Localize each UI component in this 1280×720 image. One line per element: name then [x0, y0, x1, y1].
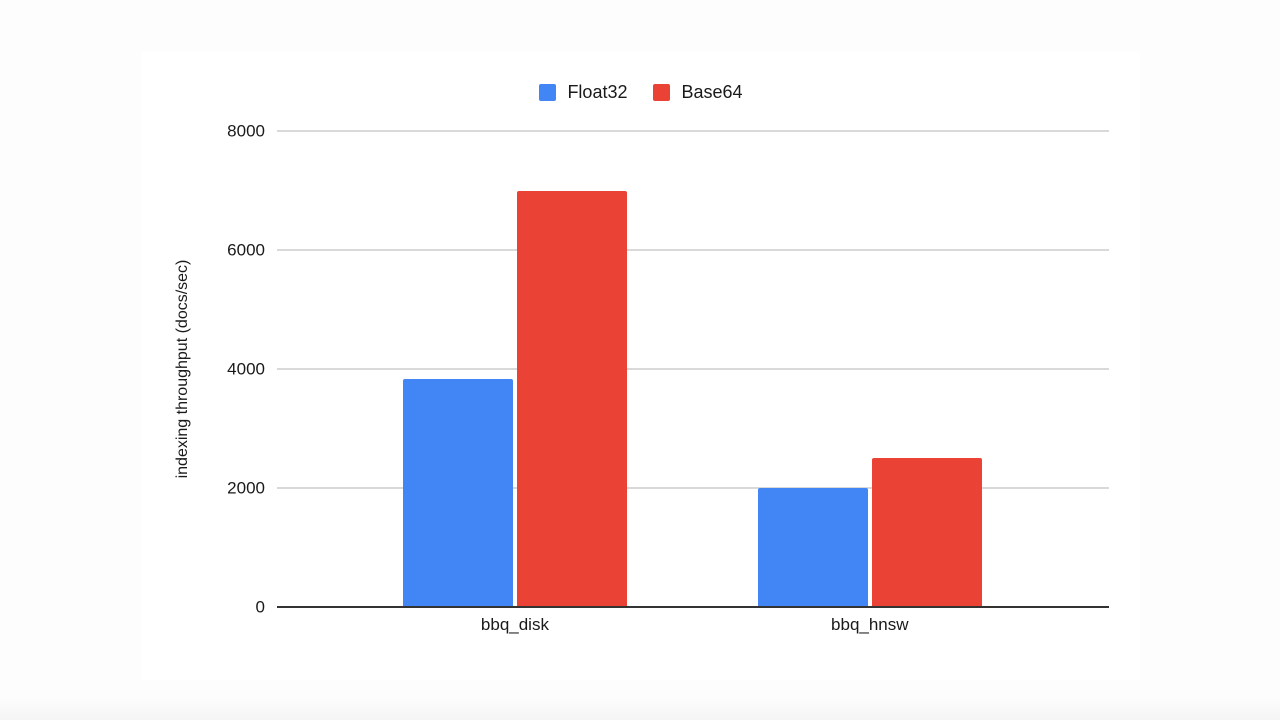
legend-label: Float32: [567, 82, 628, 102]
y-tick-label: 0: [255, 597, 265, 617]
gridline: [277, 130, 1109, 132]
x-axis-line: [277, 606, 1109, 608]
bar-float32-bbq_disk: [402, 378, 513, 607]
bar-base64-bbq_hnsw: [871, 458, 982, 607]
y-tick-label: 2000: [227, 478, 265, 498]
x-category-label-bbq_hnsw: bbq_hnsw: [831, 615, 909, 634]
gridline: [277, 487, 1109, 489]
bar-float32-bbq_hnsw: [757, 488, 868, 607]
gridline: [277, 368, 1109, 370]
y-tick-label: 4000: [227, 359, 265, 379]
legend-label: Base64: [681, 82, 743, 102]
y-tick-label: 6000: [227, 240, 265, 260]
chart-card: Float32 Base64 indexing throughput (docs/…: [142, 52, 1140, 680]
x-category-label-bbq_disk: bbq_disk: [480, 615, 549, 634]
y-axis-title: indexing throughput (docs/sec): [174, 259, 191, 479]
chart-legend: Float32 Base64: [142, 74, 1140, 110]
y-tick-label: 8000: [227, 121, 265, 141]
legend-swatch-icon: [539, 83, 557, 101]
legend-swatch-icon: [653, 83, 671, 101]
legend-item-float32: Float32: [539, 83, 627, 101]
legend-item-base64: Base64: [653, 82, 743, 102]
gridline: [277, 249, 1109, 251]
plot-area: [277, 130, 1109, 608]
bar-base64-bbq_disk: [516, 190, 627, 607]
